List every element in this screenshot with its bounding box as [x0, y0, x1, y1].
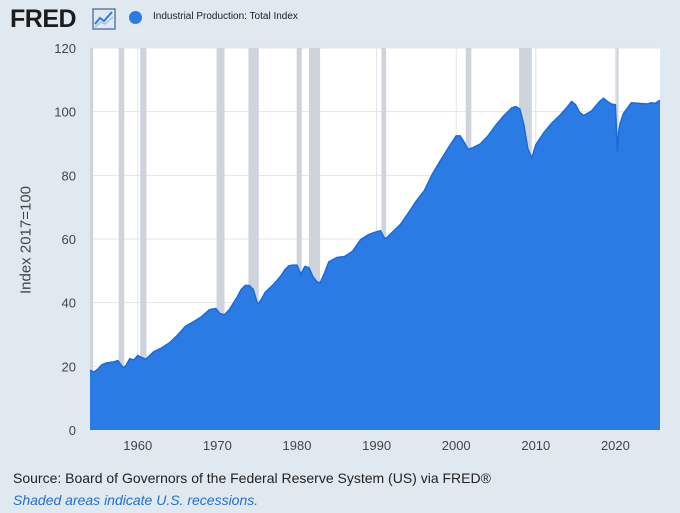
recession-band [216, 48, 225, 430]
recession-band [140, 48, 147, 430]
y-tick-label: 100 [54, 105, 76, 120]
chart: 0 20 40 60 80 100 120 1960 1970 1980 1990 2000 2010 2… [54, 41, 661, 453]
recession-band [296, 48, 302, 430]
recession-band [308, 48, 321, 430]
x-tick-label: 2000 [442, 438, 471, 453]
y-tick-label: 60 [62, 232, 76, 247]
recession-note: Shaded areas indicate U.S. recessions. [13, 492, 259, 508]
recession-band [118, 48, 125, 430]
source-note: Source: Board of Governors of the Federa… [13, 470, 491, 486]
x-tick-label: 2020 [601, 438, 630, 453]
y-tick-label: 120 [54, 41, 76, 56]
y-tick-label: 0 [69, 423, 76, 438]
x-tick-label: 1970 [203, 438, 232, 453]
y-tick-label: 40 [62, 296, 76, 311]
x-tick-label: 1980 [283, 438, 312, 453]
fred-logo[interactable]: FRED [10, 5, 77, 33]
x-tick-label: 2010 [521, 438, 550, 453]
recession-band [248, 48, 259, 430]
series-line [89, 97, 661, 373]
y-tick-label: 20 [62, 359, 76, 374]
header: FRED Industrial Production: Total Index [0, 0, 680, 40]
x-tick-label: 1990 [362, 438, 391, 453]
x-tick-label: 1960 [123, 438, 152, 453]
legend-series-label[interactable]: Industrial Production: Total Index [153, 11, 298, 22]
legend-series-marker [129, 11, 142, 24]
chart-trend-icon[interactable] [92, 8, 116, 30]
y-tick-label: 80 [62, 168, 76, 183]
series-area [90, 98, 660, 431]
recession-band [90, 48, 94, 430]
